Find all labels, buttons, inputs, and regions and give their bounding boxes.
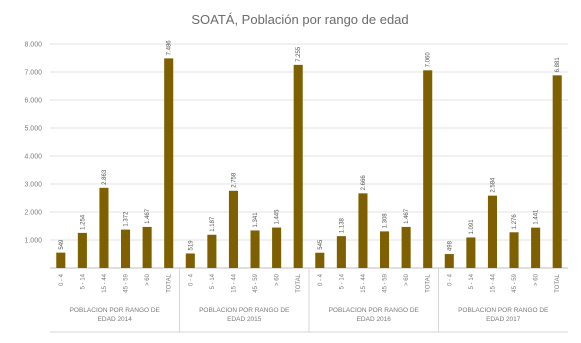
data-label: 2.863	[102, 169, 108, 185]
data-label: 1.467	[145, 208, 151, 224]
category-label: 45 - 59	[253, 273, 259, 292]
category-label: 15 - 44	[361, 273, 367, 292]
data-label: 2.758	[231, 172, 237, 188]
y-tick-label: 1.000	[24, 238, 42, 245]
category-label: 15 - 44	[102, 273, 108, 292]
bar	[531, 227, 541, 268]
category-label: > 60	[275, 273, 281, 286]
data-label: 498	[447, 240, 453, 251]
bar	[164, 58, 174, 268]
data-label: 545	[318, 239, 324, 250]
category-label: 0 - 4	[59, 273, 65, 286]
data-label: 1.276	[512, 214, 518, 230]
bar	[272, 227, 282, 268]
data-label: 549	[59, 239, 65, 250]
bar	[228, 190, 238, 268]
chart-title: SOATÁ, Población por rango de edad	[191, 12, 408, 27]
category-label: 5 - 14	[469, 273, 475, 289]
data-label: 1.254	[80, 214, 86, 230]
category-label: 5 - 14	[210, 273, 216, 289]
bar	[487, 195, 497, 268]
data-label: 2.584	[490, 177, 496, 193]
group-label: POBLACION POR RANGO DE	[70, 307, 161, 314]
group-label: POBLACION POR RANGO DE	[458, 307, 549, 314]
data-label: 1.138	[339, 217, 345, 233]
y-tick-label: 5.000	[24, 126, 42, 133]
category-label: 5 - 14	[339, 273, 345, 289]
bar	[466, 237, 476, 268]
bar	[423, 70, 433, 268]
category-label: 0 - 4	[318, 273, 324, 286]
data-label: 7.255	[296, 46, 302, 62]
group-label: EDAD 2016	[357, 316, 392, 323]
data-label: 7.060	[426, 52, 432, 68]
data-label: 1.441	[534, 209, 540, 225]
data-label: 7.486	[167, 40, 173, 56]
y-tick-label: 2.000	[24, 210, 42, 217]
category-label: 45 - 59	[512, 273, 518, 292]
data-label: 1.091	[469, 219, 475, 235]
category-label: 15 - 44	[490, 273, 496, 292]
data-label: 6.881	[555, 57, 561, 73]
data-label: 1.445	[275, 209, 281, 225]
data-label: 1.341	[253, 212, 259, 228]
bar	[552, 75, 562, 268]
category-label: 45 - 59	[383, 273, 389, 292]
bars-layer	[56, 58, 562, 268]
bar	[380, 231, 390, 268]
bar	[99, 187, 109, 268]
category-label: TOTAL	[296, 273, 302, 292]
bar	[509, 232, 519, 268]
bar	[401, 226, 411, 268]
labels-layer: 1.000 2.000 3.000 4.000 5.000 6.000 7.000 8.000…	[24, 40, 561, 323]
bar	[358, 193, 368, 268]
bar	[142, 226, 152, 268]
category-label: TOTAL	[167, 273, 173, 292]
group-label: EDAD 2014	[98, 316, 133, 323]
y-tick-label: 3.000	[24, 182, 42, 189]
bar	[77, 232, 87, 268]
y-tick-label: 6.000	[24, 98, 42, 105]
group-label: EDAD 2017	[486, 316, 521, 323]
y-tick-label: 8.000	[24, 42, 42, 49]
bar	[185, 253, 195, 268]
category-label: 5 - 14	[80, 273, 86, 289]
category-label: > 60	[404, 273, 410, 286]
data-label: 1.372	[124, 211, 130, 227]
category-label: 0 - 4	[188, 273, 194, 286]
category-label: > 60	[534, 273, 540, 286]
data-label: 1.467	[404, 208, 410, 224]
y-tick-label: 7.000	[24, 70, 42, 77]
group-label: POBLACION POR RANGO DE	[329, 307, 420, 314]
category-label: TOTAL	[555, 273, 561, 292]
bar	[315, 252, 325, 268]
data-label: 1.308	[383, 213, 389, 229]
data-label: 2.666	[361, 175, 367, 191]
bar	[250, 230, 260, 268]
group-label: POBLACION POR RANGO DE	[199, 307, 290, 314]
bar	[207, 234, 217, 268]
category-label: TOTAL	[426, 273, 432, 292]
group-label: EDAD 2015	[227, 316, 262, 323]
data-label: 1.187	[210, 216, 216, 232]
category-label: > 60	[145, 273, 151, 286]
bar	[444, 254, 454, 268]
category-label: 45 - 59	[124, 273, 130, 292]
bar	[336, 236, 346, 268]
grid-layer	[50, 43, 568, 333]
y-tick-label: 4.000	[24, 154, 42, 161]
category-label: 0 - 4	[447, 273, 453, 286]
category-label: 15 - 44	[231, 273, 237, 292]
bar	[121, 229, 131, 268]
bar	[293, 64, 303, 268]
bar	[56, 252, 66, 268]
data-label: 519	[188, 240, 194, 251]
